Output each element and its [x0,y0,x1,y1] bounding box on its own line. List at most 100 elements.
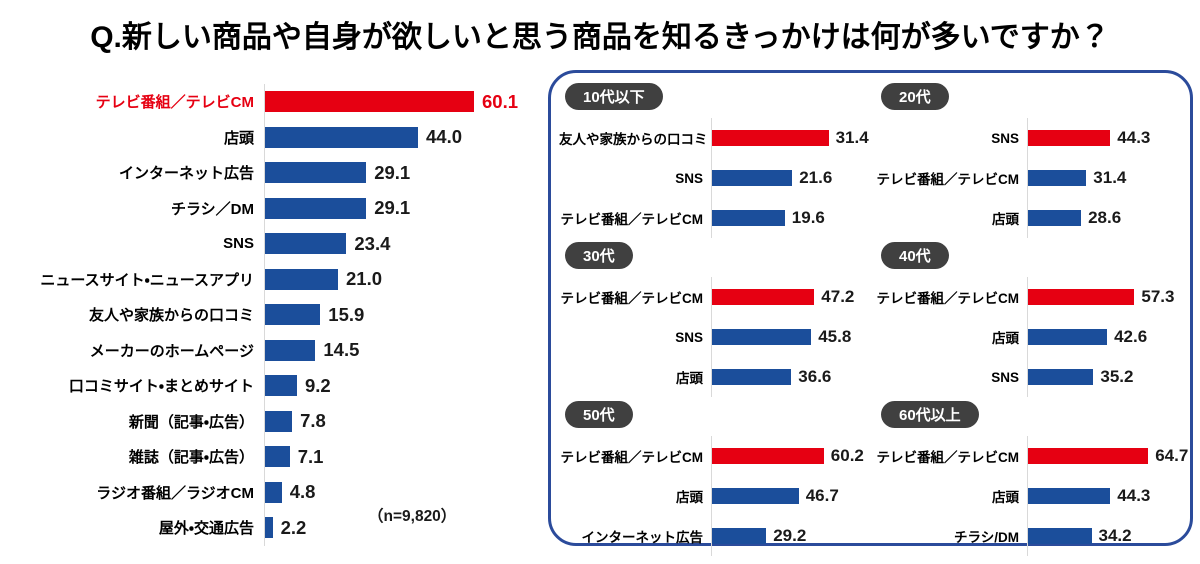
bar [712,210,785,226]
chart-row: 店頭 42.6 [875,317,1191,357]
chart-row: テレビ番組／テレビCM 47.2 [559,277,875,317]
category-label: 友人や家族からの口コミ [559,132,708,147]
chart-row: 口コミサイト・まとめサイト 9.2 [36,368,536,404]
bar [265,304,321,326]
value-label: 23.4 [354,232,391,254]
value-label: 31.4 [835,128,869,147]
bar-track: 2.2 [264,510,536,546]
category-label: テレビ番組／テレビCM [876,172,1020,187]
category-label: SNS [991,130,1019,146]
bar-track: 19.6 [711,198,875,238]
bar [265,446,290,468]
chart-row: テレビ番組／テレビCM 64.7 [875,436,1191,476]
age-group-chart: 40代テレビ番組／テレビCM 57.3 店頭 42.6 SNS 35.2 [875,238,1191,397]
chart-row: 雑誌（記事・広告） 7.1 [36,439,536,475]
chart-row: SNS 44.3 [875,118,1191,158]
value-label: 44.3 [1117,128,1151,147]
bar [265,375,297,397]
bar [712,369,792,385]
age-group-rows: テレビ番組／テレビCM 57.3 店頭 42.6 SNS 35.2 [875,277,1191,397]
chart-row: ラジオ番組／ラジオCM 4.8 [36,474,536,510]
chart-row: 店頭 44.0 [36,119,536,155]
bar-track: 36.6 [711,357,875,397]
bar [265,410,293,432]
category-label: メーカーのホームページ [89,342,254,360]
age-group-badge: 40代 [881,242,949,269]
category-label: チラシ／DM [170,200,254,218]
bar [712,528,767,544]
bar [1028,289,1135,305]
category-label: 店頭 [992,212,1019,227]
value-label: 47.2 [821,287,855,306]
value-label: 21.0 [346,268,383,290]
age-group-rows: テレビ番組／テレビCM 60.2 店頭 46.7 インターネット広告 29.2 [559,436,875,556]
value-label: 19.6 [791,208,825,227]
bar [1028,369,1094,385]
bar-track: 44.3 [1027,476,1191,516]
category-label: ラジオ番組／ラジオCM [96,484,254,502]
chart-row: 店頭 46.7 [559,476,875,516]
bar-track: 44.3 [1027,118,1191,158]
bar [265,91,474,113]
bar [265,481,282,503]
chart-row: メーカーのホームページ 14.5 [36,332,536,368]
bar [712,170,793,186]
bar [1028,170,1087,186]
age-group-chart: 20代 SNS 44.3 テレビ番組／テレビCM 31.4 店頭 28.6 [875,79,1191,238]
category-label: 友人や家族からの口コミ [88,307,254,325]
category-label: テレビ番組／テレビCM [560,212,704,227]
chart-row: SNS 35.2 [875,357,1191,397]
chart-row: テレビ番組／テレビCM 19.6 [559,198,875,238]
category-label: インターネット広告 [581,530,704,545]
bar [712,329,812,345]
value-label: 29.1 [374,161,411,183]
value-label: 44.0 [426,126,463,148]
value-label: 42.6 [1114,327,1148,346]
chart-row: テレビ番組／テレビCM 57.3 [875,277,1191,317]
chart-row: SNS 23.4 [36,226,536,262]
value-label: 36.6 [798,367,832,386]
category-label: テレビ番組／テレビCM [876,291,1020,306]
chart-row: SNS 45.8 [559,317,875,357]
age-groups-panel: 10代以下 友人や家族からの口コミ 31.4 SNS 21.6 テレビ番組／テレビCM 19… [548,70,1193,556]
chart-row: インターネット広告 29.1 [36,155,536,191]
chart-row: 店頭 36.6 [559,357,875,397]
bar-track: 46.7 [711,476,875,516]
chart-row: SNS 21.6 [559,158,875,198]
bar-track: 15.9 [264,297,536,333]
category-label: 店頭 [992,490,1019,505]
age-group-chart: 10代以下 友人や家族からの口コミ 31.4 SNS 21.6 テレビ番組／テレビCM 19… [559,79,875,238]
page-title: Q.新しい商品や自身が欲しいと思う商品を知るきっかけは何が多いですか？ [90,21,1110,54]
chart-row: 新聞（記事・広告） 7.8 [36,403,536,439]
bar-track: 29.2 [711,516,875,556]
chart-row: テレビ番組／テレビCM 60.2 [559,436,875,476]
value-label: 29.2 [773,526,807,545]
category-label: 雑誌（記事・広告） [128,449,254,467]
age-group-badge: 30代 [565,242,633,269]
chart-row: ニュースサイト・ニュースアプリ 21.0 [36,261,536,297]
bar [265,268,338,290]
value-label: 46.7 [805,486,839,505]
value-label: 7.8 [300,410,326,432]
bar-track: 60.1 [264,84,536,120]
sample-size-note: （n=9,820） [368,508,457,525]
value-label: 4.8 [289,481,316,503]
value-label: 15.9 [328,303,365,325]
value-label: 9.2 [305,374,331,396]
value-label: 45.8 [818,327,852,346]
bar [712,289,815,305]
bar-track: 4.8 [264,474,536,510]
category-label: ニュースサイト・ニュースアプリ [40,271,254,289]
overall-bar-chart: テレビ番組／テレビCM 60.1 店頭 44.0 インターネット広告 29.1 チラシ／DM… [36,84,536,546]
category-label: テレビ番組／テレビCM [876,450,1020,465]
bar-track: 23.4 [264,226,536,262]
bar [265,233,347,255]
age-group-chart: 60代以上 テレビ番組／テレビCM 64.7 店頭 44.3 チラシ/DM 34.2 [875,397,1191,556]
category-label: 口コミサイト・まとめサイト [68,378,254,396]
category-label: 新聞（記事・広告） [128,413,254,431]
age-group-chart: 50代 テレビ番組／テレビCM 60.2 店頭 46.7 インターネット広告 29.2 [559,397,875,556]
chart-row: チラシ/DM 34.2 [875,516,1191,556]
value-label: 14.5 [323,339,360,361]
bar [1028,210,1082,226]
